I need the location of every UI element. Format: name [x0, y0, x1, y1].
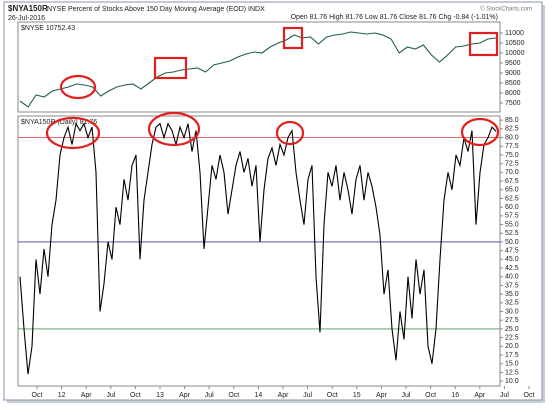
y-tick-label: 45.0: [505, 256, 519, 263]
y-tick-label: 25.0: [505, 326, 519, 333]
data-line: [19, 31, 497, 108]
y-tick-label: 40.0: [505, 274, 519, 281]
y-tick-label: 10000: [505, 50, 525, 57]
y-tick-label: 62.5: [505, 195, 519, 202]
symbol: $NYA150R: [8, 4, 48, 13]
annotations: [45, 26, 500, 150]
x-tick-label: Apr: [474, 392, 486, 399]
y-tick-label: 20.0: [505, 343, 519, 350]
y-tick-label: 50.0: [505, 239, 519, 246]
y-tick-label: 8000: [505, 90, 521, 97]
y-tick-label: 77.5: [505, 143, 519, 150]
x-tick-label: Apr: [278, 392, 290, 399]
annotation-box: [282, 26, 304, 50]
y-tick-label: 7500: [505, 100, 521, 107]
y-tick-label: 67.5: [505, 178, 519, 185]
x-tick-label: 14: [255, 392, 263, 399]
y-tick-label: 75.0: [505, 152, 519, 159]
y-tick-label: 70.0: [505, 169, 519, 176]
y-tick-label: 65.0: [505, 187, 519, 194]
annotation-circle: [275, 120, 305, 146]
marks: 7500 8000 8500 9000 9500 10000 10500 11000 10.0 1…: [18, 30, 534, 399]
date: 26-Jul-2016: [8, 15, 45, 22]
y-tick-label: 15.0: [505, 361, 519, 368]
annotation-circle: [147, 111, 201, 147]
x-tick-label: Jul: [303, 392, 312, 399]
x-tick-label: Apr: [81, 392, 93, 399]
y-tick-label: 22.5: [505, 334, 519, 341]
y-tick-label: 60.0: [505, 204, 519, 211]
x-tick-label: 13: [156, 392, 164, 399]
x-tick-label: Apr: [376, 392, 388, 399]
y-tick-label: 35.0: [505, 291, 519, 298]
y-tick-label: 10500: [505, 40, 525, 47]
x-tick-label: Jul: [205, 392, 214, 399]
y-tick-label: 52.5: [505, 230, 519, 237]
y-tick-label: 27.5: [505, 317, 519, 324]
chart-title: NYSE Percent of Stocks Above 150 Day Mov…: [47, 6, 265, 13]
y-tick-label: 55.0: [505, 221, 519, 228]
y-tick-label: 85.0: [505, 117, 519, 124]
y-tick-label: 17.5: [505, 352, 519, 359]
x-tick-label: Jul: [402, 392, 411, 399]
y-tick-label: 72.5: [505, 161, 519, 168]
annotation-circle: [460, 117, 500, 147]
y-tick-label: 8500: [505, 80, 521, 87]
x-tick-label: 16: [451, 392, 459, 399]
x-tick-label: Oct: [425, 392, 436, 399]
x-tick-label: Jul: [106, 392, 115, 399]
credit: © StockCharts.com: [480, 6, 532, 13]
y-tick-label: 11000: [505, 30, 524, 37]
y-tick-label: 37.5: [505, 282, 519, 289]
y-tick-label: 42.5: [505, 265, 519, 272]
x-tick-label: Oct: [327, 392, 338, 399]
legend: $NYA150R (Daily) 81.76: [21, 119, 97, 126]
x-tick-label: Oct: [524, 392, 535, 399]
data-line: [19, 122, 497, 375]
x-tick-label: Oct: [228, 392, 239, 399]
annotation-circle: [45, 116, 101, 150]
annotation-box: [153, 56, 188, 80]
y-tick-label: 32.5: [505, 300, 519, 307]
legend: $NYSE 10752.43: [21, 25, 75, 32]
y-tick-label: 47.5: [505, 247, 519, 254]
x-tick-label: Oct: [32, 392, 43, 399]
y-tick-label: 10.0: [505, 378, 519, 385]
x-tick-label: Jul: [500, 392, 509, 399]
y-tick-label: 80.0: [505, 134, 519, 141]
top-panel: [17, 21, 501, 113]
quote: Open 81.76 High 81.76 Low 81.76 Close 81…: [291, 14, 498, 21]
x-tick-label: Oct: [130, 392, 141, 399]
y-tick-label: 82.5: [505, 126, 519, 133]
annotation-circle: [59, 74, 97, 100]
x-tick-label: 12: [58, 392, 66, 399]
y-tick-label: 12.5: [505, 369, 519, 376]
frame: [3, 1, 543, 401]
x-tick-label: Apr: [179, 392, 191, 399]
x-tick-label: 15: [353, 392, 361, 399]
y-tick-label: 9500: [505, 60, 521, 67]
annotation-box: [468, 31, 499, 57]
y-tick-label: 57.5: [505, 213, 519, 220]
y-tick-label: 30.0: [505, 308, 519, 315]
y-tick-label: 9000: [505, 70, 521, 77]
